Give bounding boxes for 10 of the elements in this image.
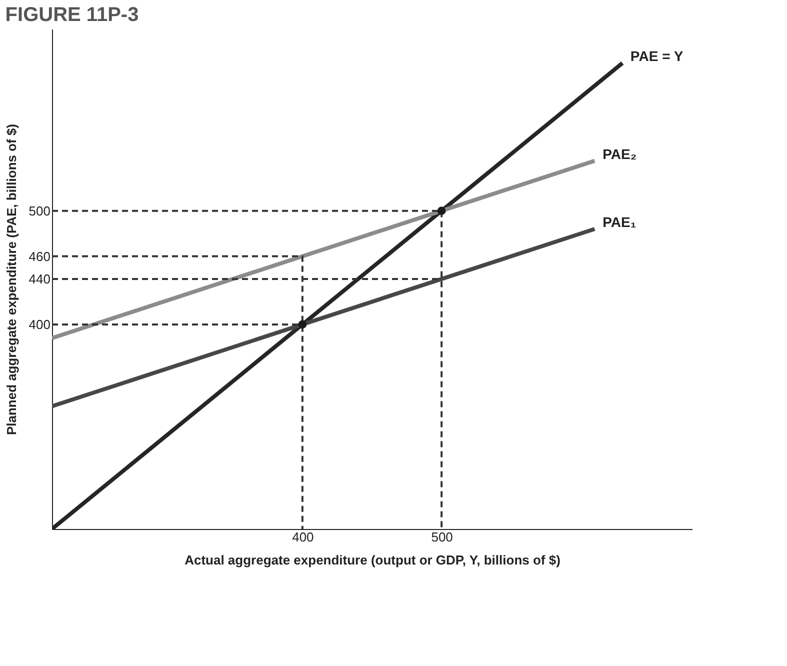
series-label: PAE = Y [630, 48, 684, 64]
y-axis-title: Planned aggregate expenditure (PAE, billions of $) [4, 124, 19, 436]
series-label: PAE₂ [602, 146, 637, 162]
y-tick-label: 460 [28, 248, 50, 264]
series-label: PAE₁ [602, 214, 636, 230]
chart-title: FIGURE 11P-3 [5, 4, 139, 26]
y-tick-label: 500 [28, 203, 50, 218]
x-axis-title: Actual aggregate expenditure (output or GDP, Y, billions of $) [184, 552, 560, 568]
y-tick-label: 400 [28, 316, 50, 332]
y-tick-label: 440 [28, 272, 50, 286]
